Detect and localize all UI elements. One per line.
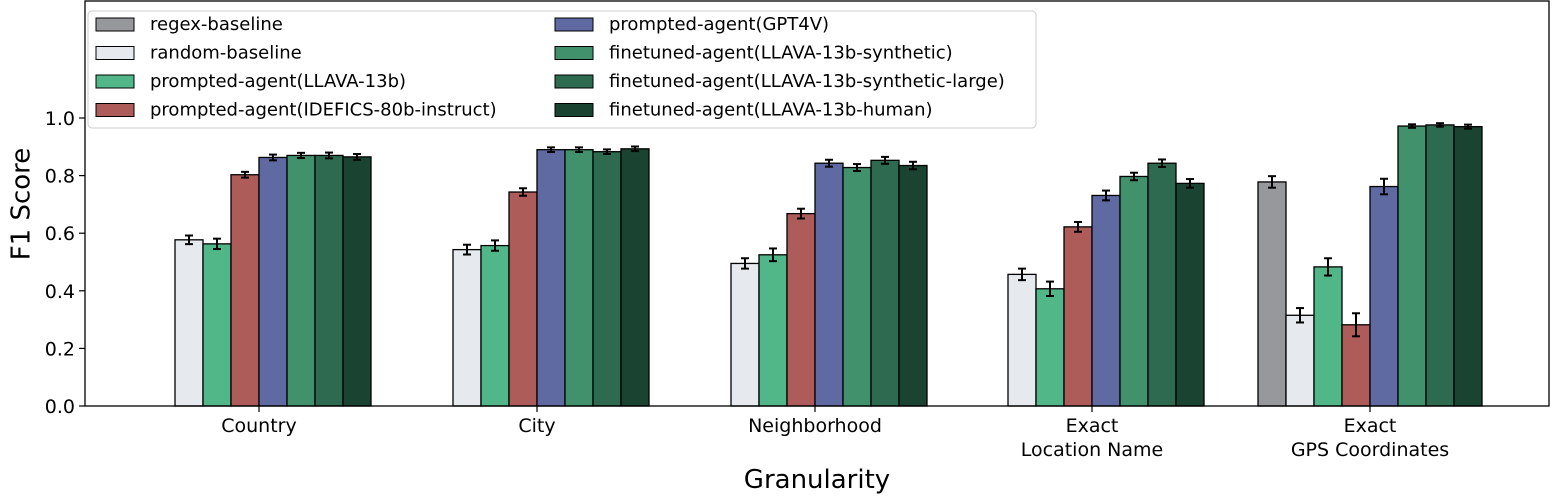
y-tick-label: 0.0 <box>45 396 75 418</box>
bar <box>842 166 872 407</box>
y-tick-label: 0.4 <box>45 281 75 303</box>
legend-label: prompted-agent(GPT4V) <box>609 14 829 35</box>
bar <box>1369 185 1399 407</box>
bar <box>898 164 928 407</box>
bar <box>870 159 900 407</box>
bar <box>1147 162 1177 407</box>
legend-frame <box>87 10 1037 129</box>
bar <box>452 248 482 407</box>
y-axis-label: F1 Score <box>7 148 37 261</box>
bar <box>1119 175 1149 407</box>
bar <box>1313 266 1343 407</box>
legend-label: finetuned-agent(LLAVA-13b-synthetic) <box>609 43 953 64</box>
bars <box>174 122 1483 407</box>
bar <box>1035 288 1065 407</box>
bar <box>536 149 566 407</box>
bar <box>1397 125 1427 407</box>
bar <box>758 254 788 407</box>
legend-swatch <box>554 74 594 89</box>
legend-swatch <box>554 103 594 117</box>
y-tick-label: 1.0 <box>45 108 75 130</box>
legend-label: prompted-agent(LLAVA-13b) <box>150 71 406 92</box>
x-tick-label: Exact <box>1066 415 1119 437</box>
y-tick-label: 0.6 <box>45 223 75 245</box>
bar <box>508 191 538 407</box>
bar <box>258 156 288 407</box>
bar <box>1007 273 1037 407</box>
legend-label: random-baseline <box>150 43 302 64</box>
x-tick-label: City <box>518 415 555 437</box>
legend-swatch <box>95 74 135 89</box>
x-tick-label: GPS Coordinates <box>1291 439 1449 461</box>
legend: regex-baseline random-baseline prompted-ag… <box>87 10 1037 129</box>
bar <box>814 162 844 407</box>
plot-frame <box>84 0 1550 407</box>
bar <box>1453 125 1483 407</box>
bar <box>1257 181 1287 407</box>
bar <box>1091 194 1121 407</box>
legend-swatch <box>95 46 135 60</box>
y-axis: 0.0 0.2 0.4 0.6 0.8 1.0 <box>45 108 85 418</box>
bar <box>592 151 622 407</box>
legend-label: finetuned-agent(LLAVA-13b-synthetic-larg… <box>609 71 1005 92</box>
bar <box>286 154 316 407</box>
legend-label: regex-baseline <box>150 14 283 35</box>
y-tick-label: 0.8 <box>45 166 75 188</box>
bar <box>230 174 260 407</box>
bar <box>1175 182 1205 407</box>
legend-swatch <box>554 17 594 32</box>
bar <box>480 244 510 407</box>
legend-label: prompted-agent(IDEFICS-80b-instruct) <box>150 100 497 121</box>
legend-swatch <box>95 17 135 32</box>
bar <box>1341 324 1371 407</box>
x-axis-label: Granularity <box>744 465 890 495</box>
bar <box>174 239 204 407</box>
legend-label: finetuned-agent(LLAVA-13b-human) <box>609 100 933 121</box>
bar <box>342 156 372 407</box>
bar <box>564 149 594 407</box>
legend-swatch <box>95 103 135 117</box>
bar <box>314 154 344 407</box>
legend-swatch <box>554 46 594 60</box>
x-tick-label: Neighborhood <box>748 415 882 437</box>
bar <box>620 148 650 407</box>
bar <box>202 243 232 407</box>
bar <box>1285 314 1315 407</box>
y-tick-label: 0.2 <box>45 338 75 360</box>
x-tick-label: Location Name <box>1021 439 1163 461</box>
bar <box>730 262 760 407</box>
bar <box>1425 124 1455 407</box>
bar <box>786 212 816 407</box>
x-tick-label: Exact <box>1344 415 1397 437</box>
bar <box>1063 226 1093 407</box>
x-tick-label: Country <box>221 415 296 437</box>
